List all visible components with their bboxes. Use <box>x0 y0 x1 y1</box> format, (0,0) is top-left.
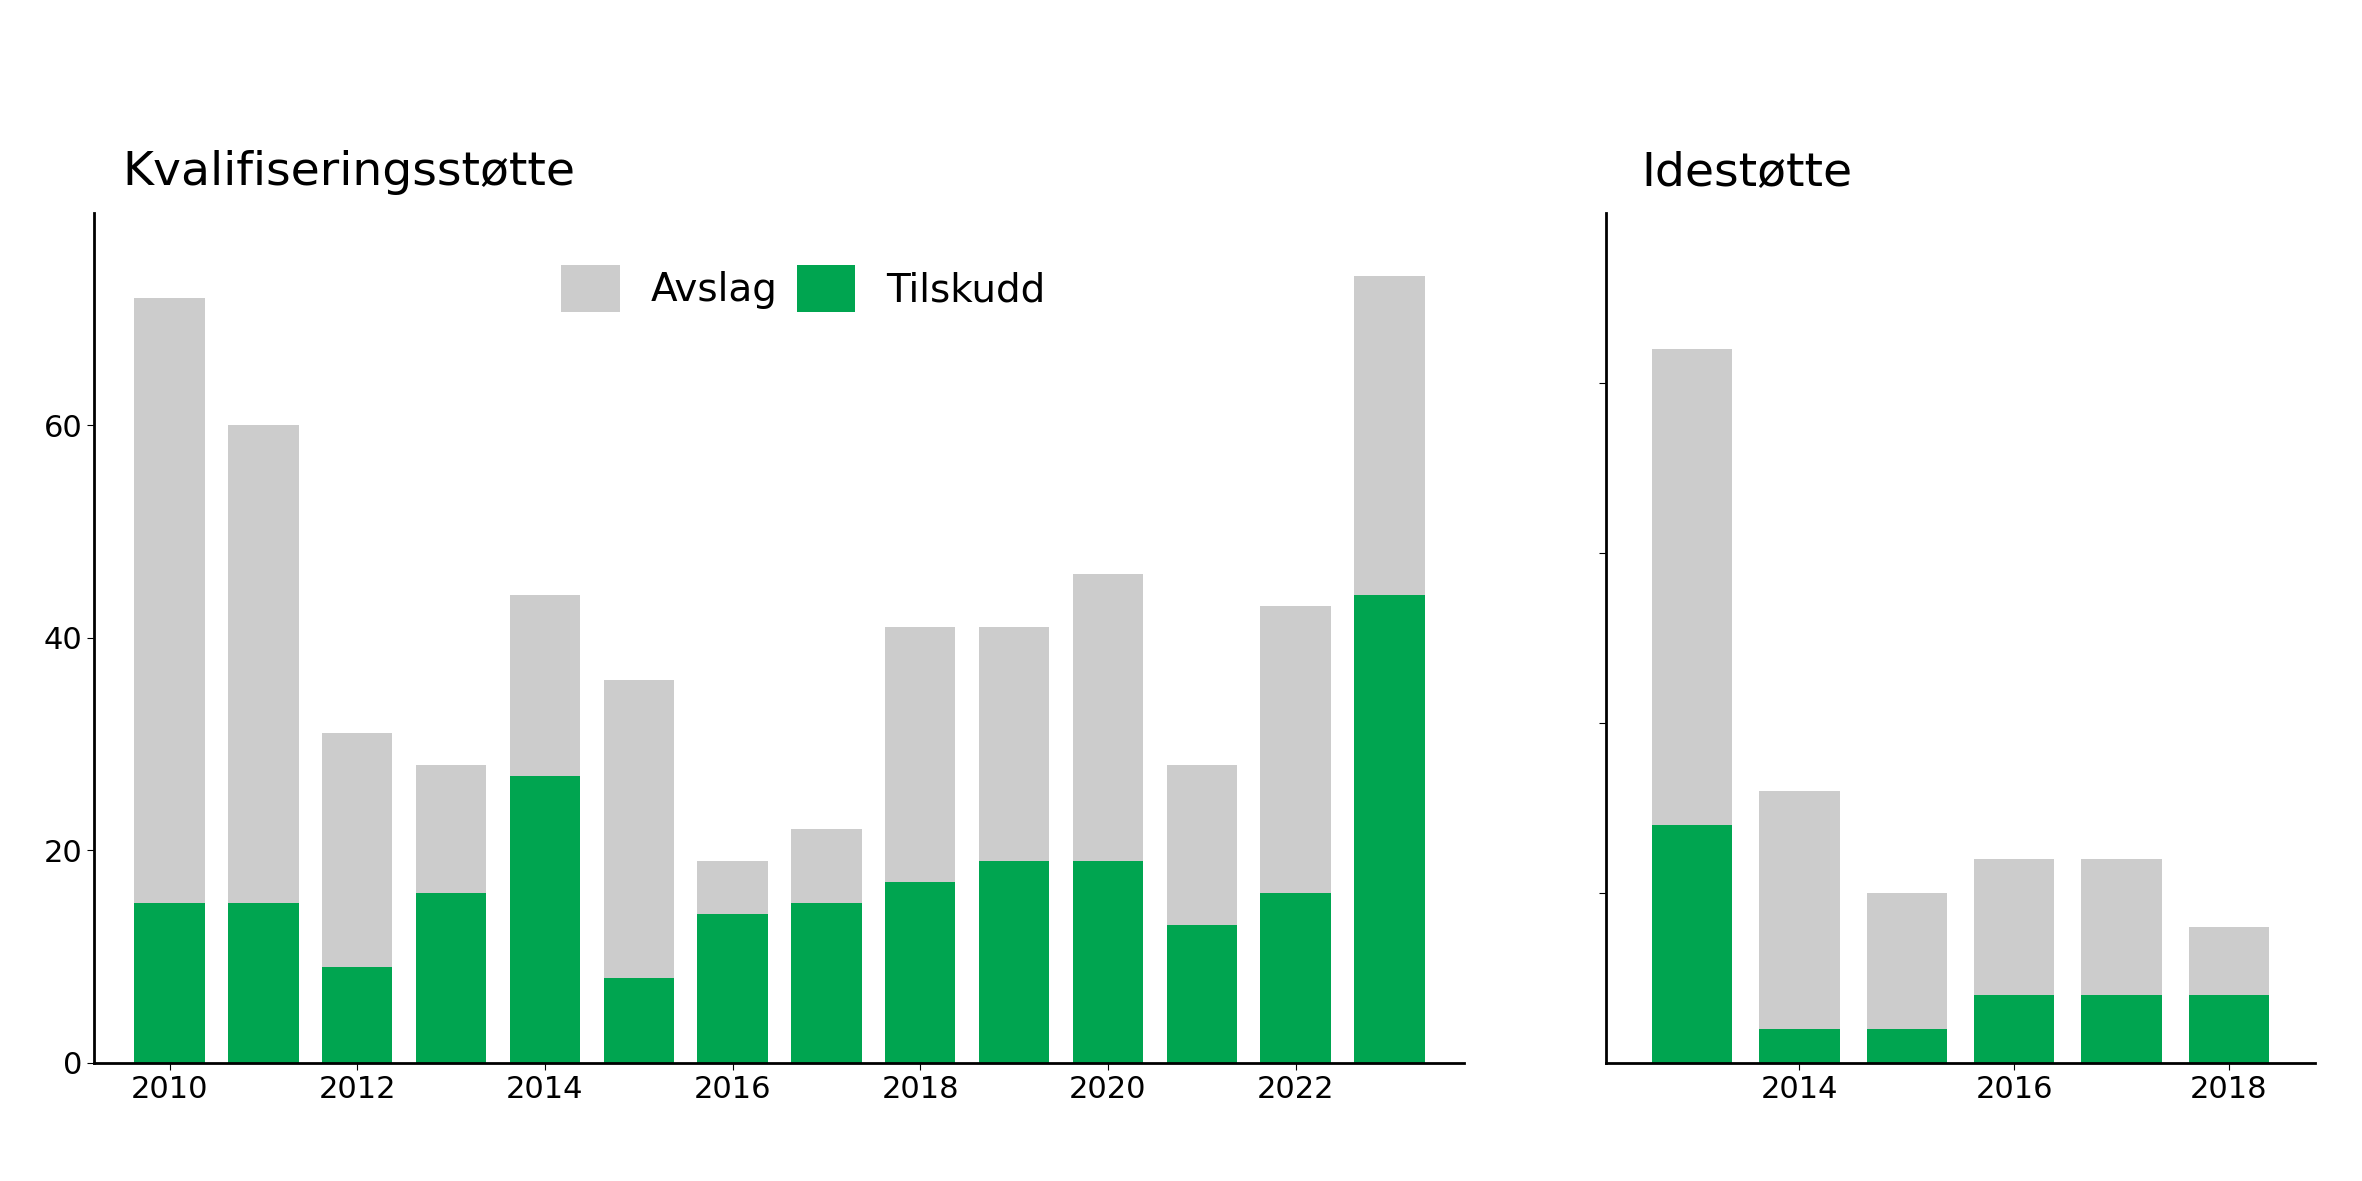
Bar <box>1261 893 1330 1063</box>
Bar <box>791 903 862 1063</box>
Bar <box>1261 606 1330 1063</box>
Bar <box>321 967 392 1063</box>
Bar <box>1072 574 1143 1063</box>
Bar <box>978 627 1049 1063</box>
Bar <box>2081 859 2161 1063</box>
Bar <box>697 861 768 1063</box>
Bar <box>1353 595 1424 1063</box>
Bar <box>1866 893 1946 1063</box>
Bar <box>2081 994 2161 1063</box>
Bar <box>510 595 581 1063</box>
Text: Kvalifiseringsstøtte: Kvalifiseringsstøtte <box>123 150 574 195</box>
Bar <box>1975 859 2055 1063</box>
Legend: Avslag, Tilskudd: Avslag, Tilskudd <box>546 249 1061 327</box>
Bar <box>135 903 205 1063</box>
Bar <box>605 978 673 1063</box>
Bar <box>510 776 581 1063</box>
Bar <box>1072 861 1143 1063</box>
Bar <box>1760 1029 1840 1063</box>
Bar <box>1353 276 1424 1063</box>
Bar <box>135 298 205 1063</box>
Bar <box>1167 765 1238 1063</box>
Bar <box>1167 925 1238 1063</box>
Bar <box>2190 927 2270 1063</box>
Bar <box>1975 994 2055 1063</box>
Bar <box>1760 791 1840 1063</box>
Bar <box>1651 824 1731 1063</box>
Text: Idestøtte: Idestøtte <box>1642 150 1852 195</box>
Bar <box>416 893 487 1063</box>
Bar <box>978 861 1049 1063</box>
Bar <box>886 882 954 1063</box>
Bar <box>229 425 298 1063</box>
Bar <box>229 903 298 1063</box>
Bar <box>886 627 954 1063</box>
Bar <box>416 765 487 1063</box>
Bar <box>1651 348 1731 1063</box>
Bar <box>321 733 392 1063</box>
Bar <box>697 914 768 1063</box>
Bar <box>605 680 673 1063</box>
Bar <box>2190 994 2270 1063</box>
Bar <box>1866 1029 1946 1063</box>
Bar <box>791 829 862 1063</box>
